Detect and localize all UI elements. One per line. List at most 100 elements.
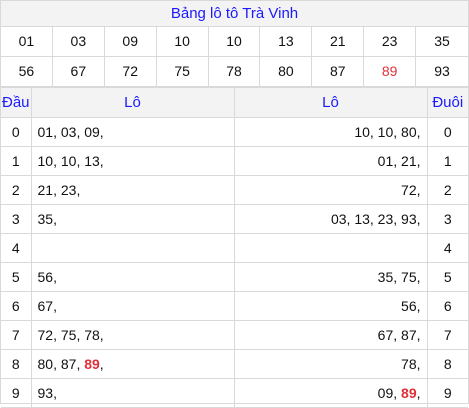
number-cell: 78 xyxy=(208,57,261,87)
lo-left-cell: 01, 03, 09, xyxy=(30,117,235,147)
table-row: 0 01, 03, 09, 10, 10, 80, 0 xyxy=(1,117,468,147)
lo-left-cell: 72, 75, 78, xyxy=(30,320,235,350)
dau-cell: 3 xyxy=(1,204,32,234)
dau-cell: 6 xyxy=(1,291,32,321)
lo-number: 75 xyxy=(60,327,77,343)
dau-cell: 0 xyxy=(1,117,32,147)
dau-cell: 2 xyxy=(1,175,32,205)
number-cell: 67 xyxy=(52,57,105,87)
lo-right-cell: 01, 21, xyxy=(233,146,428,176)
table-row: 5 56, 35, 75, 5 xyxy=(1,262,468,292)
duoi-cell: 3 xyxy=(426,204,468,234)
duoi-cell: 4 xyxy=(426,233,468,263)
table-row: 2 21, 23, 72, 2 xyxy=(1,175,468,205)
lo-number: 21 xyxy=(37,182,54,198)
lo-number: 10 xyxy=(377,124,394,140)
lo-number: 89 xyxy=(401,385,417,401)
lo-right-cell xyxy=(233,233,428,263)
dau-cell: 4 xyxy=(1,233,32,263)
lo-number: 03 xyxy=(330,211,347,227)
lo-left-cell: 10, 10, 13, xyxy=(30,146,235,176)
lo-number: 75 xyxy=(401,269,417,285)
number-cell: 01 xyxy=(1,27,53,57)
lo-number: 01 xyxy=(37,124,54,140)
lo-left-cell: 80, 87, 89, xyxy=(30,349,235,379)
lo-left-cell xyxy=(30,233,235,263)
dau-cell: 7 xyxy=(1,320,32,350)
header-duoi: Đuôi xyxy=(426,87,468,118)
lo-number: 56 xyxy=(401,298,417,314)
number-cell: 21 xyxy=(312,27,365,57)
number-cell: 87 xyxy=(312,57,365,87)
header-dau: Đầu xyxy=(1,87,32,118)
lo-number: 67 xyxy=(377,327,394,343)
number-cell: 35 xyxy=(416,27,468,57)
lo-number: 80 xyxy=(37,356,54,372)
number-cell: 75 xyxy=(156,57,209,87)
lo-number: 93 xyxy=(401,211,417,227)
duoi-cell: 1 xyxy=(426,146,468,176)
lo-number: 78 xyxy=(401,356,417,372)
dau-cell: 9 xyxy=(1,378,32,408)
dau-cell: 1 xyxy=(1,146,32,176)
lo-number: 23 xyxy=(60,182,77,198)
lo-number: 10 xyxy=(37,153,54,169)
number-cell: 09 xyxy=(104,27,157,57)
duoi-cell: 2 xyxy=(426,175,468,205)
number-cell: 23 xyxy=(364,27,417,57)
header-lo-right: Lô xyxy=(233,87,428,118)
table-row: 1 10, 10, 13, 01, 21, 1 xyxy=(1,146,468,176)
board-title: Bảng lô tô Trà Vinh xyxy=(1,1,468,27)
lo-number: 56 xyxy=(37,269,54,285)
table-row: 3 35, 03, 13, 23, 93, 3 xyxy=(1,204,468,234)
number-cell: 10 xyxy=(156,27,209,57)
lo-number: 13 xyxy=(354,211,370,227)
lo-number: 89 xyxy=(84,356,100,372)
lo-number: 10 xyxy=(60,153,77,169)
number-cell: 93 xyxy=(416,57,468,87)
lo-right-cell: 10, 10, 80, xyxy=(233,117,428,147)
duoi-cell: 7 xyxy=(426,320,468,350)
table-body: 0 01, 03, 09, 10, 10, 80, 0 1 10, 10, 13, 01, … xyxy=(1,117,468,408)
lo-number: 09 xyxy=(84,124,100,140)
lo-number: 13 xyxy=(84,153,100,169)
number-grid: 01 03 09 10 10 13 21 23 35 56 67 72 75 78 80 87 89 93 xyxy=(1,27,468,87)
duoi-cell: 0 xyxy=(426,117,468,147)
number-cell: 89 xyxy=(364,57,417,87)
duoi-cell: 6 xyxy=(426,291,468,321)
header-lo-left: Lô xyxy=(30,87,235,118)
lo-left-cell: 21, 23, xyxy=(30,175,235,205)
table-row: 8 80, 87, 89, 78, 8 xyxy=(1,349,468,379)
lo-right-cell: 35, 75, xyxy=(233,262,428,292)
duoi-cell: 9 xyxy=(426,378,468,408)
lo-left-cell: 67, xyxy=(30,291,235,321)
lo-number: 01 xyxy=(377,153,394,169)
lo-number: 09 xyxy=(377,385,394,401)
lo-number: 72 xyxy=(401,182,417,198)
table-header-row: Đầu Lô Lô Đuôi xyxy=(1,87,468,118)
lo-number: 35 xyxy=(377,269,394,285)
number-cell: 03 xyxy=(52,27,105,57)
loto-table: Đầu Lô Lô Đuôi 0 01, 03, 09, 10, 10, 80, 0 1… xyxy=(1,87,468,408)
lo-right-cell: 72, xyxy=(233,175,428,205)
lo-number: 67 xyxy=(37,298,54,314)
lo-right-cell: 67, 87, xyxy=(233,320,428,350)
duoi-cell: 8 xyxy=(426,349,468,379)
number-cell: 13 xyxy=(260,27,313,57)
number-cell: 10 xyxy=(208,27,261,57)
lo-left-cell: 56, xyxy=(30,262,235,292)
table-row: 9 93, 09, 89, 9 xyxy=(1,378,468,408)
lo-number: 80 xyxy=(401,124,417,140)
dau-cell: 5 xyxy=(1,262,32,292)
number-cell: 80 xyxy=(260,57,313,87)
lo-left-cell: 35, xyxy=(30,204,235,234)
number-cell: 72 xyxy=(104,57,157,87)
table-row: 6 67, 56, 6 xyxy=(1,291,468,321)
dau-cell: 8 xyxy=(1,349,32,379)
lo-right-cell: 78, xyxy=(233,349,428,379)
lo-number: 35 xyxy=(37,211,54,227)
duoi-cell: 5 xyxy=(426,262,468,292)
lo-number: 87 xyxy=(401,327,417,343)
